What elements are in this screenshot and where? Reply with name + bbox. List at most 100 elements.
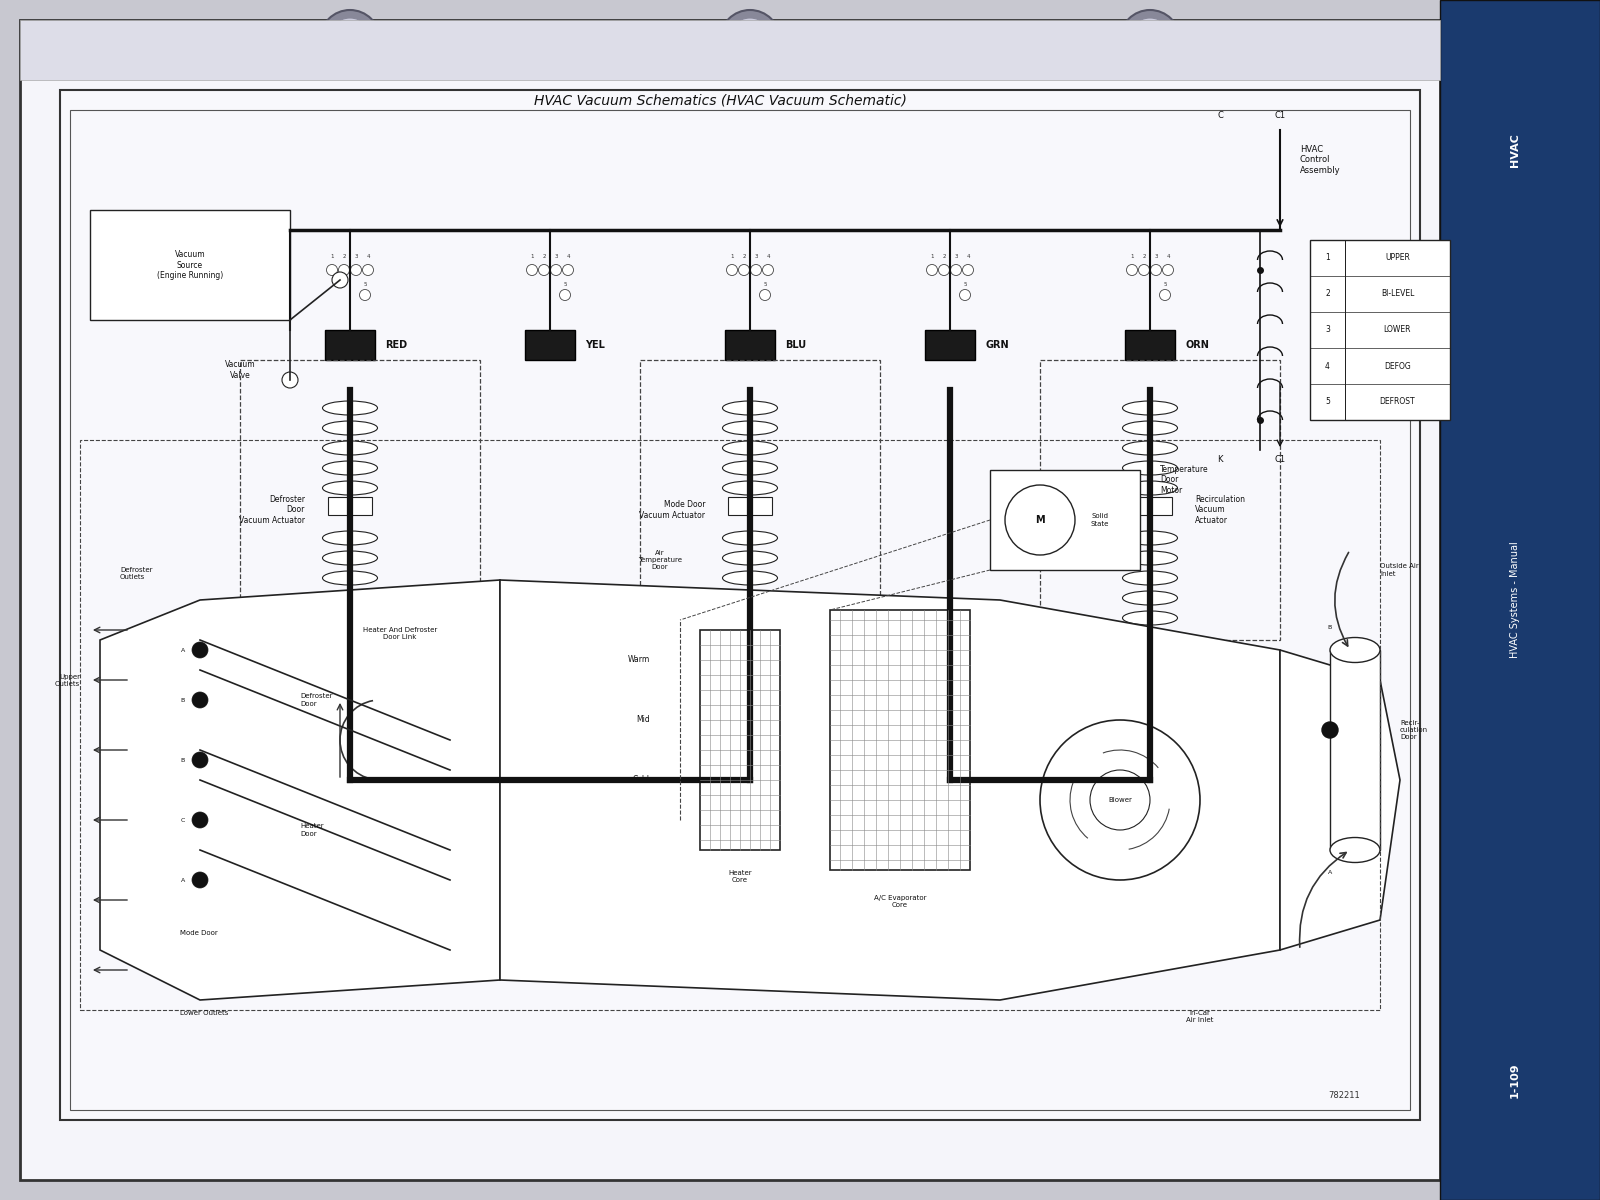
Text: LOWER: LOWER bbox=[1384, 325, 1411, 335]
Circle shape bbox=[539, 264, 549, 276]
Text: Outside Air
Inlet: Outside Air Inlet bbox=[1379, 564, 1419, 576]
Text: Cold: Cold bbox=[634, 775, 650, 785]
Text: 2: 2 bbox=[742, 254, 746, 259]
Text: DEFOG: DEFOG bbox=[1384, 361, 1411, 371]
Text: RED: RED bbox=[386, 340, 406, 350]
Circle shape bbox=[726, 264, 738, 276]
Circle shape bbox=[1126, 264, 1138, 276]
Text: 782211: 782211 bbox=[1328, 1091, 1360, 1099]
Text: Warm: Warm bbox=[627, 655, 650, 665]
Bar bbox=[70, 110, 1410, 1110]
Ellipse shape bbox=[323, 421, 378, 434]
Text: 2: 2 bbox=[1325, 289, 1330, 299]
Text: 1: 1 bbox=[1130, 254, 1134, 259]
Text: 5: 5 bbox=[963, 282, 966, 288]
Text: Upper
Outlets: Upper Outlets bbox=[54, 673, 80, 686]
Ellipse shape bbox=[323, 440, 378, 455]
Circle shape bbox=[328, 18, 371, 62]
Circle shape bbox=[763, 264, 773, 276]
Text: 4: 4 bbox=[966, 254, 970, 259]
Circle shape bbox=[1005, 485, 1075, 554]
Text: 5: 5 bbox=[763, 282, 766, 288]
Circle shape bbox=[939, 264, 949, 276]
Ellipse shape bbox=[323, 481, 378, 494]
Bar bbox=[1128, 497, 1171, 515]
Text: HVAC Vacuum Schematics (HVAC Vacuum Schematic): HVAC Vacuum Schematics (HVAC Vacuum Sche… bbox=[533, 92, 907, 107]
Text: ORN: ORN bbox=[1186, 340, 1210, 350]
Text: 1: 1 bbox=[730, 254, 734, 259]
Text: 1: 1 bbox=[530, 254, 534, 259]
Text: 3: 3 bbox=[1154, 254, 1158, 259]
Circle shape bbox=[192, 752, 208, 768]
Text: Solid
State: Solid State bbox=[1091, 514, 1109, 527]
Text: BI-LEVEL: BI-LEVEL bbox=[1381, 289, 1414, 299]
Ellipse shape bbox=[323, 530, 378, 545]
Text: Lower Outlets: Lower Outlets bbox=[179, 1010, 229, 1016]
Text: Defroster
Door
Vacuum Actuator: Defroster Door Vacuum Actuator bbox=[238, 496, 306, 524]
Text: 5: 5 bbox=[1325, 397, 1330, 407]
Bar bbox=[640, 360, 880, 640]
Circle shape bbox=[926, 264, 938, 276]
Ellipse shape bbox=[723, 440, 778, 455]
Text: 5: 5 bbox=[1163, 282, 1166, 288]
Ellipse shape bbox=[723, 461, 778, 475]
Circle shape bbox=[192, 692, 208, 708]
Text: 3: 3 bbox=[954, 254, 958, 259]
Text: 3: 3 bbox=[1325, 325, 1330, 335]
Ellipse shape bbox=[1123, 440, 1178, 455]
Circle shape bbox=[1139, 264, 1149, 276]
Circle shape bbox=[563, 264, 573, 276]
Ellipse shape bbox=[723, 530, 778, 545]
Text: 3: 3 bbox=[554, 254, 558, 259]
Bar bbox=[1125, 330, 1174, 360]
Bar bbox=[1440, 0, 1600, 1200]
Text: 3: 3 bbox=[754, 254, 758, 259]
Circle shape bbox=[950, 264, 962, 276]
Text: GRN: GRN bbox=[986, 340, 1008, 350]
Polygon shape bbox=[99, 580, 499, 1000]
Text: C: C bbox=[1218, 110, 1222, 120]
Text: Heater And Defroster
Door Link: Heater And Defroster Door Link bbox=[363, 626, 437, 640]
Ellipse shape bbox=[1123, 611, 1178, 625]
Text: 2: 2 bbox=[1142, 254, 1146, 259]
Text: 1: 1 bbox=[930, 254, 934, 259]
Bar bbox=[1310, 240, 1450, 420]
Text: B: B bbox=[181, 757, 186, 762]
Text: C1: C1 bbox=[1275, 456, 1285, 464]
Text: K: K bbox=[1218, 456, 1222, 464]
Text: Heater
Door: Heater Door bbox=[301, 823, 323, 836]
Ellipse shape bbox=[1123, 481, 1178, 494]
Bar bbox=[19, 20, 1440, 80]
Ellipse shape bbox=[323, 461, 378, 475]
Circle shape bbox=[333, 272, 349, 288]
Text: 3: 3 bbox=[354, 254, 358, 259]
Circle shape bbox=[192, 872, 208, 888]
Circle shape bbox=[326, 264, 338, 276]
Circle shape bbox=[1128, 18, 1171, 62]
Bar bbox=[90, 210, 290, 320]
Circle shape bbox=[1160, 289, 1171, 300]
Ellipse shape bbox=[1123, 530, 1178, 545]
Text: DEFROST: DEFROST bbox=[1379, 397, 1416, 407]
Bar bbox=[325, 330, 374, 360]
Text: 2: 2 bbox=[942, 254, 946, 259]
Text: HVAC
Control
Assembly: HVAC Control Assembly bbox=[1299, 145, 1341, 175]
Text: 1: 1 bbox=[330, 254, 334, 259]
Text: Defroster
Door: Defroster Door bbox=[301, 694, 333, 707]
Text: A: A bbox=[181, 648, 186, 653]
Text: Defroster
Outlets: Defroster Outlets bbox=[120, 566, 152, 580]
Text: Mid: Mid bbox=[637, 715, 650, 725]
Ellipse shape bbox=[1123, 421, 1178, 434]
Circle shape bbox=[1150, 264, 1162, 276]
Ellipse shape bbox=[1123, 401, 1178, 415]
Circle shape bbox=[526, 264, 538, 276]
Circle shape bbox=[192, 642, 208, 658]
Ellipse shape bbox=[723, 401, 778, 415]
Text: Blower: Blower bbox=[1109, 797, 1131, 803]
Text: C1: C1 bbox=[1275, 110, 1285, 120]
Text: 4: 4 bbox=[566, 254, 570, 259]
Circle shape bbox=[963, 264, 973, 276]
Text: Heater
Core: Heater Core bbox=[728, 870, 752, 883]
Bar bbox=[830, 610, 970, 870]
Text: UPPER: UPPER bbox=[1386, 253, 1410, 263]
